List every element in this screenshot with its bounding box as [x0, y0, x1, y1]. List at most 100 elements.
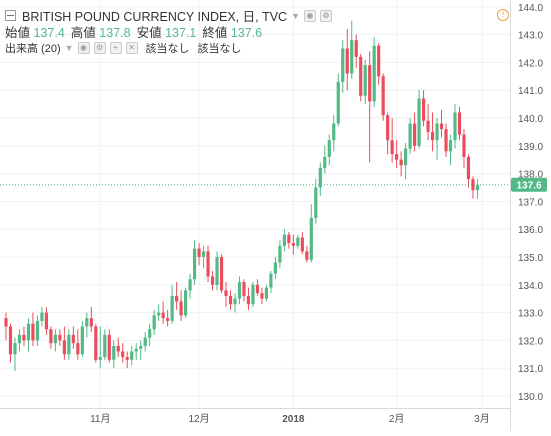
candle	[80, 320, 84, 358]
ohlc-high: 高値 137.8	[70, 26, 131, 40]
candle-body	[332, 123, 336, 141]
candle	[139, 340, 143, 360]
candle	[179, 290, 183, 321]
candle-body	[139, 345, 143, 349]
candle	[296, 234, 300, 249]
candle	[475, 179, 480, 199]
candle-body	[269, 273, 273, 288]
candle	[26, 318, 31, 352]
close-icon[interactable]: ✕	[125, 42, 138, 54]
candle	[31, 312, 35, 346]
y-tick-label: 130.0	[518, 392, 543, 403]
candle	[457, 106, 462, 141]
candle	[269, 270, 273, 294]
candle	[435, 117, 439, 160]
candle-body	[246, 295, 251, 305]
candle	[412, 112, 417, 152]
candle	[134, 343, 138, 360]
alert-icon[interactable]: !	[497, 9, 509, 21]
candle-body	[89, 318, 93, 327]
last-price-badge	[511, 177, 547, 192]
x-tick-label: 3月	[474, 413, 490, 425]
candle-body	[439, 123, 444, 130]
candle	[170, 284, 174, 324]
candle-body	[219, 256, 224, 291]
chevron-down-icon[interactable]: ▼	[291, 10, 300, 21]
candle	[201, 245, 206, 269]
eye-icon[interactable]: ◉	[77, 42, 90, 54]
add-icon[interactable]: +	[109, 42, 122, 54]
candle	[17, 329, 22, 352]
x-tick-label: 11月	[90, 413, 110, 425]
candle	[166, 309, 170, 327]
candle	[152, 309, 156, 335]
candle-body	[103, 334, 107, 358]
y-tick-label: 133.0	[518, 309, 543, 320]
candle-body	[345, 48, 349, 74]
candle	[255, 279, 260, 296]
candle-body	[26, 323, 31, 341]
candle-body	[291, 243, 295, 246]
candle	[439, 109, 444, 138]
candle-body	[435, 123, 439, 141]
candle	[363, 59, 367, 105]
chevron-down-icon[interactable]: ▼	[64, 43, 74, 53]
candle	[426, 104, 430, 141]
eye-icon[interactable]: ◉	[304, 9, 316, 22]
candle	[350, 20, 354, 80]
y-tick-label: 135.0	[518, 253, 543, 264]
ohlc-low: 安値 137.1	[136, 26, 197, 40]
candle	[448, 134, 453, 166]
candle-body	[85, 318, 89, 327]
candle-body	[40, 312, 44, 321]
candle	[300, 231, 304, 255]
x-tick-label: 12月	[189, 413, 210, 425]
candle-body	[4, 318, 8, 327]
ohlc-open: 始値 137.4	[5, 26, 65, 40]
candle-body	[426, 120, 430, 132]
y-tick-label: 141.0	[518, 86, 543, 97]
last-price-label: 137.6	[516, 181, 541, 192]
candle-body	[210, 276, 215, 285]
y-tick-label: 142.0	[518, 58, 543, 69]
settings-icon[interactable]: ⚙	[93, 42, 106, 54]
candle-body	[134, 348, 138, 352]
candle-body	[278, 245, 282, 263]
candle-body	[430, 131, 435, 141]
candle-body	[251, 284, 255, 305]
candle	[278, 240, 282, 269]
candle	[444, 123, 448, 157]
candle-body	[8, 326, 13, 355]
candle-body	[233, 298, 237, 305]
settings-icon[interactable]: ⚙	[320, 9, 332, 22]
candle	[332, 115, 336, 152]
candle-body	[395, 154, 399, 160]
candle-body	[421, 98, 426, 121]
candle	[157, 304, 161, 321]
candle	[341, 40, 345, 93]
candle	[228, 290, 233, 310]
y-tick-label: 140.0	[518, 114, 543, 125]
candle-body	[71, 334, 75, 344]
collapse-legend-button[interactable]	[5, 10, 16, 21]
candle-body	[44, 312, 49, 330]
candle	[314, 179, 318, 224]
candle	[359, 54, 363, 102]
candle-body	[466, 156, 471, 180]
candle	[76, 329, 80, 360]
candle	[8, 323, 13, 363]
candle	[130, 345, 134, 366]
candle-body	[112, 345, 116, 360]
volume-value: 該当なし	[197, 43, 242, 55]
candle	[98, 326, 102, 369]
candle-body	[287, 234, 291, 244]
candle	[282, 229, 286, 252]
candle-body	[408, 123, 412, 149]
candle-body	[354, 40, 358, 57]
candle-body	[22, 334, 26, 341]
candle	[143, 332, 147, 352]
candle-body	[143, 337, 147, 346]
candle-body	[377, 45, 381, 77]
